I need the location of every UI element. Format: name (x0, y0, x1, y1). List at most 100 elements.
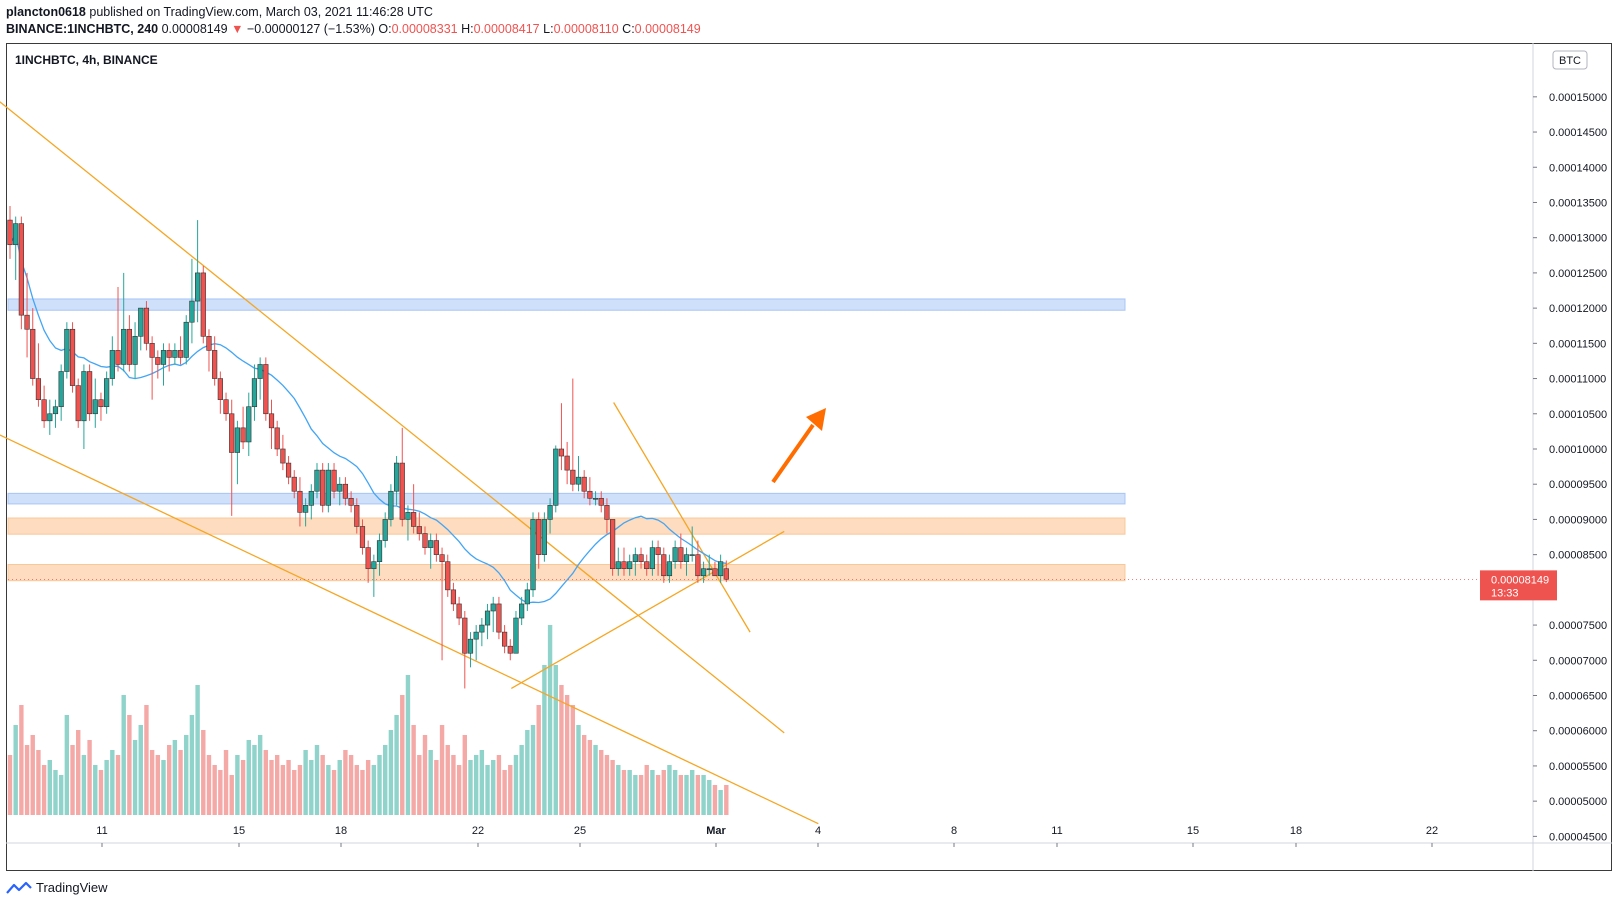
author-name[interactable]: plancton0618 (6, 5, 86, 19)
candle-body (109, 350, 115, 379)
candle-body (541, 519, 547, 555)
trendline[interactable] (613, 402, 751, 633)
volume-bar (559, 685, 564, 815)
publish-info: plancton0618 published on TradingView.co… (6, 5, 433, 19)
volume-bar (303, 750, 308, 815)
candle-body (473, 631, 479, 640)
candle-body (251, 378, 258, 408)
candle-body (371, 561, 377, 570)
volume-bar (547, 625, 553, 815)
volume-bar (252, 745, 257, 815)
candle-body (257, 364, 263, 379)
price-tick-label: 0.00010000 (1549, 444, 1607, 456)
price-tick-label: 0.00009000 (1549, 514, 1607, 526)
candle-body (513, 617, 519, 654)
time-tick-label: 4 (815, 825, 821, 837)
trendline[interactable] (0, 403, 819, 825)
candle-body (223, 399, 229, 415)
candle-body (547, 505, 553, 520)
candle-body (496, 603, 502, 633)
candle-body (143, 307, 150, 344)
candle-body (149, 343, 155, 358)
price-tick-label: 0.00012000 (1549, 303, 1607, 315)
volume-bar (701, 775, 706, 815)
price-tick-label: 0.00013000 (1549, 233, 1607, 245)
arrow-annotation (771, 408, 826, 484)
chart-frame[interactable] (6, 43, 1612, 871)
candle-body (416, 526, 422, 534)
candle-body (644, 561, 650, 570)
candle-body (365, 547, 371, 570)
volume-bar (513, 755, 519, 815)
price-tick-label: 0.00012500 (1549, 268, 1607, 280)
volume-bar (593, 745, 598, 815)
volume-bar (70, 745, 75, 815)
price-tick-label: 0.00005500 (1549, 761, 1607, 773)
candle-body (52, 406, 59, 415)
volume-bar (280, 765, 286, 815)
candle-body (166, 350, 172, 358)
candle-body (484, 610, 491, 626)
candle-body (58, 371, 64, 408)
candle-body (331, 469, 337, 492)
volume-bar (58, 775, 64, 815)
volume-bar (508, 765, 513, 815)
open-label: O: (378, 22, 392, 36)
price-tick-label: 0.00007500 (1549, 620, 1607, 632)
volume-bar (263, 750, 269, 815)
volume-bar (235, 755, 240, 815)
candle-body (411, 512, 417, 527)
trendline[interactable] (510, 530, 785, 690)
volume-bar (707, 780, 712, 815)
candle-body (47, 413, 53, 422)
volume-bar (627, 770, 632, 815)
candle-body (627, 561, 633, 570)
candle-body (456, 603, 462, 619)
currency-badge-box[interactable] (1552, 50, 1588, 70)
price-change: −0.00000127 (−1.53%) (246, 22, 375, 36)
candle-body (433, 540, 439, 555)
volume-bar (320, 755, 325, 815)
candle-body (280, 448, 286, 464)
candle-body (666, 561, 673, 577)
volume-bar (695, 775, 701, 815)
volume-bar (655, 775, 661, 815)
candle-body (501, 631, 508, 647)
volume-bar (519, 745, 524, 815)
candle-body (177, 350, 184, 358)
volume-bar (314, 745, 320, 815)
candle-body (712, 568, 718, 577)
trendline[interactable] (0, 47, 785, 734)
footer-brand[interactable]: TradingView (6, 880, 108, 895)
candle-body (393, 462, 400, 492)
volume-bar (434, 760, 439, 815)
volume-bar (718, 790, 723, 815)
volume-bar (525, 730, 530, 815)
volume-bar (394, 715, 399, 815)
volume-bar (337, 760, 342, 815)
arrow-shaft (771, 423, 815, 484)
candle-body (30, 328, 36, 379)
candle-body (649, 547, 656, 570)
volume-bar (536, 705, 541, 815)
candle-body (399, 462, 405, 520)
candle-body (524, 589, 530, 605)
volume-bar (155, 755, 161, 815)
volume-bar (473, 755, 479, 815)
volume-bar (530, 725, 536, 815)
currency-badge: BTC (1559, 55, 1581, 67)
volume-bar (189, 715, 195, 815)
ohlc-legend: BINANCE:1INCHBTC, 240 0.00008149 ▼ −0.00… (6, 22, 701, 36)
volume-bar (383, 745, 388, 815)
time-tick-label: Mar (706, 825, 726, 837)
tradingview-logo-icon (6, 881, 32, 894)
close-value: 0.00008149 (634, 22, 701, 36)
volume-bar (309, 760, 314, 815)
price-tick-label: 0.00014000 (1549, 162, 1607, 174)
volume-bar (542, 665, 547, 815)
candle-body (195, 272, 201, 302)
zone-blue-1 (7, 492, 1126, 505)
price-tick-label: 0.00015000 (1549, 92, 1607, 104)
volume-bar (115, 755, 121, 815)
